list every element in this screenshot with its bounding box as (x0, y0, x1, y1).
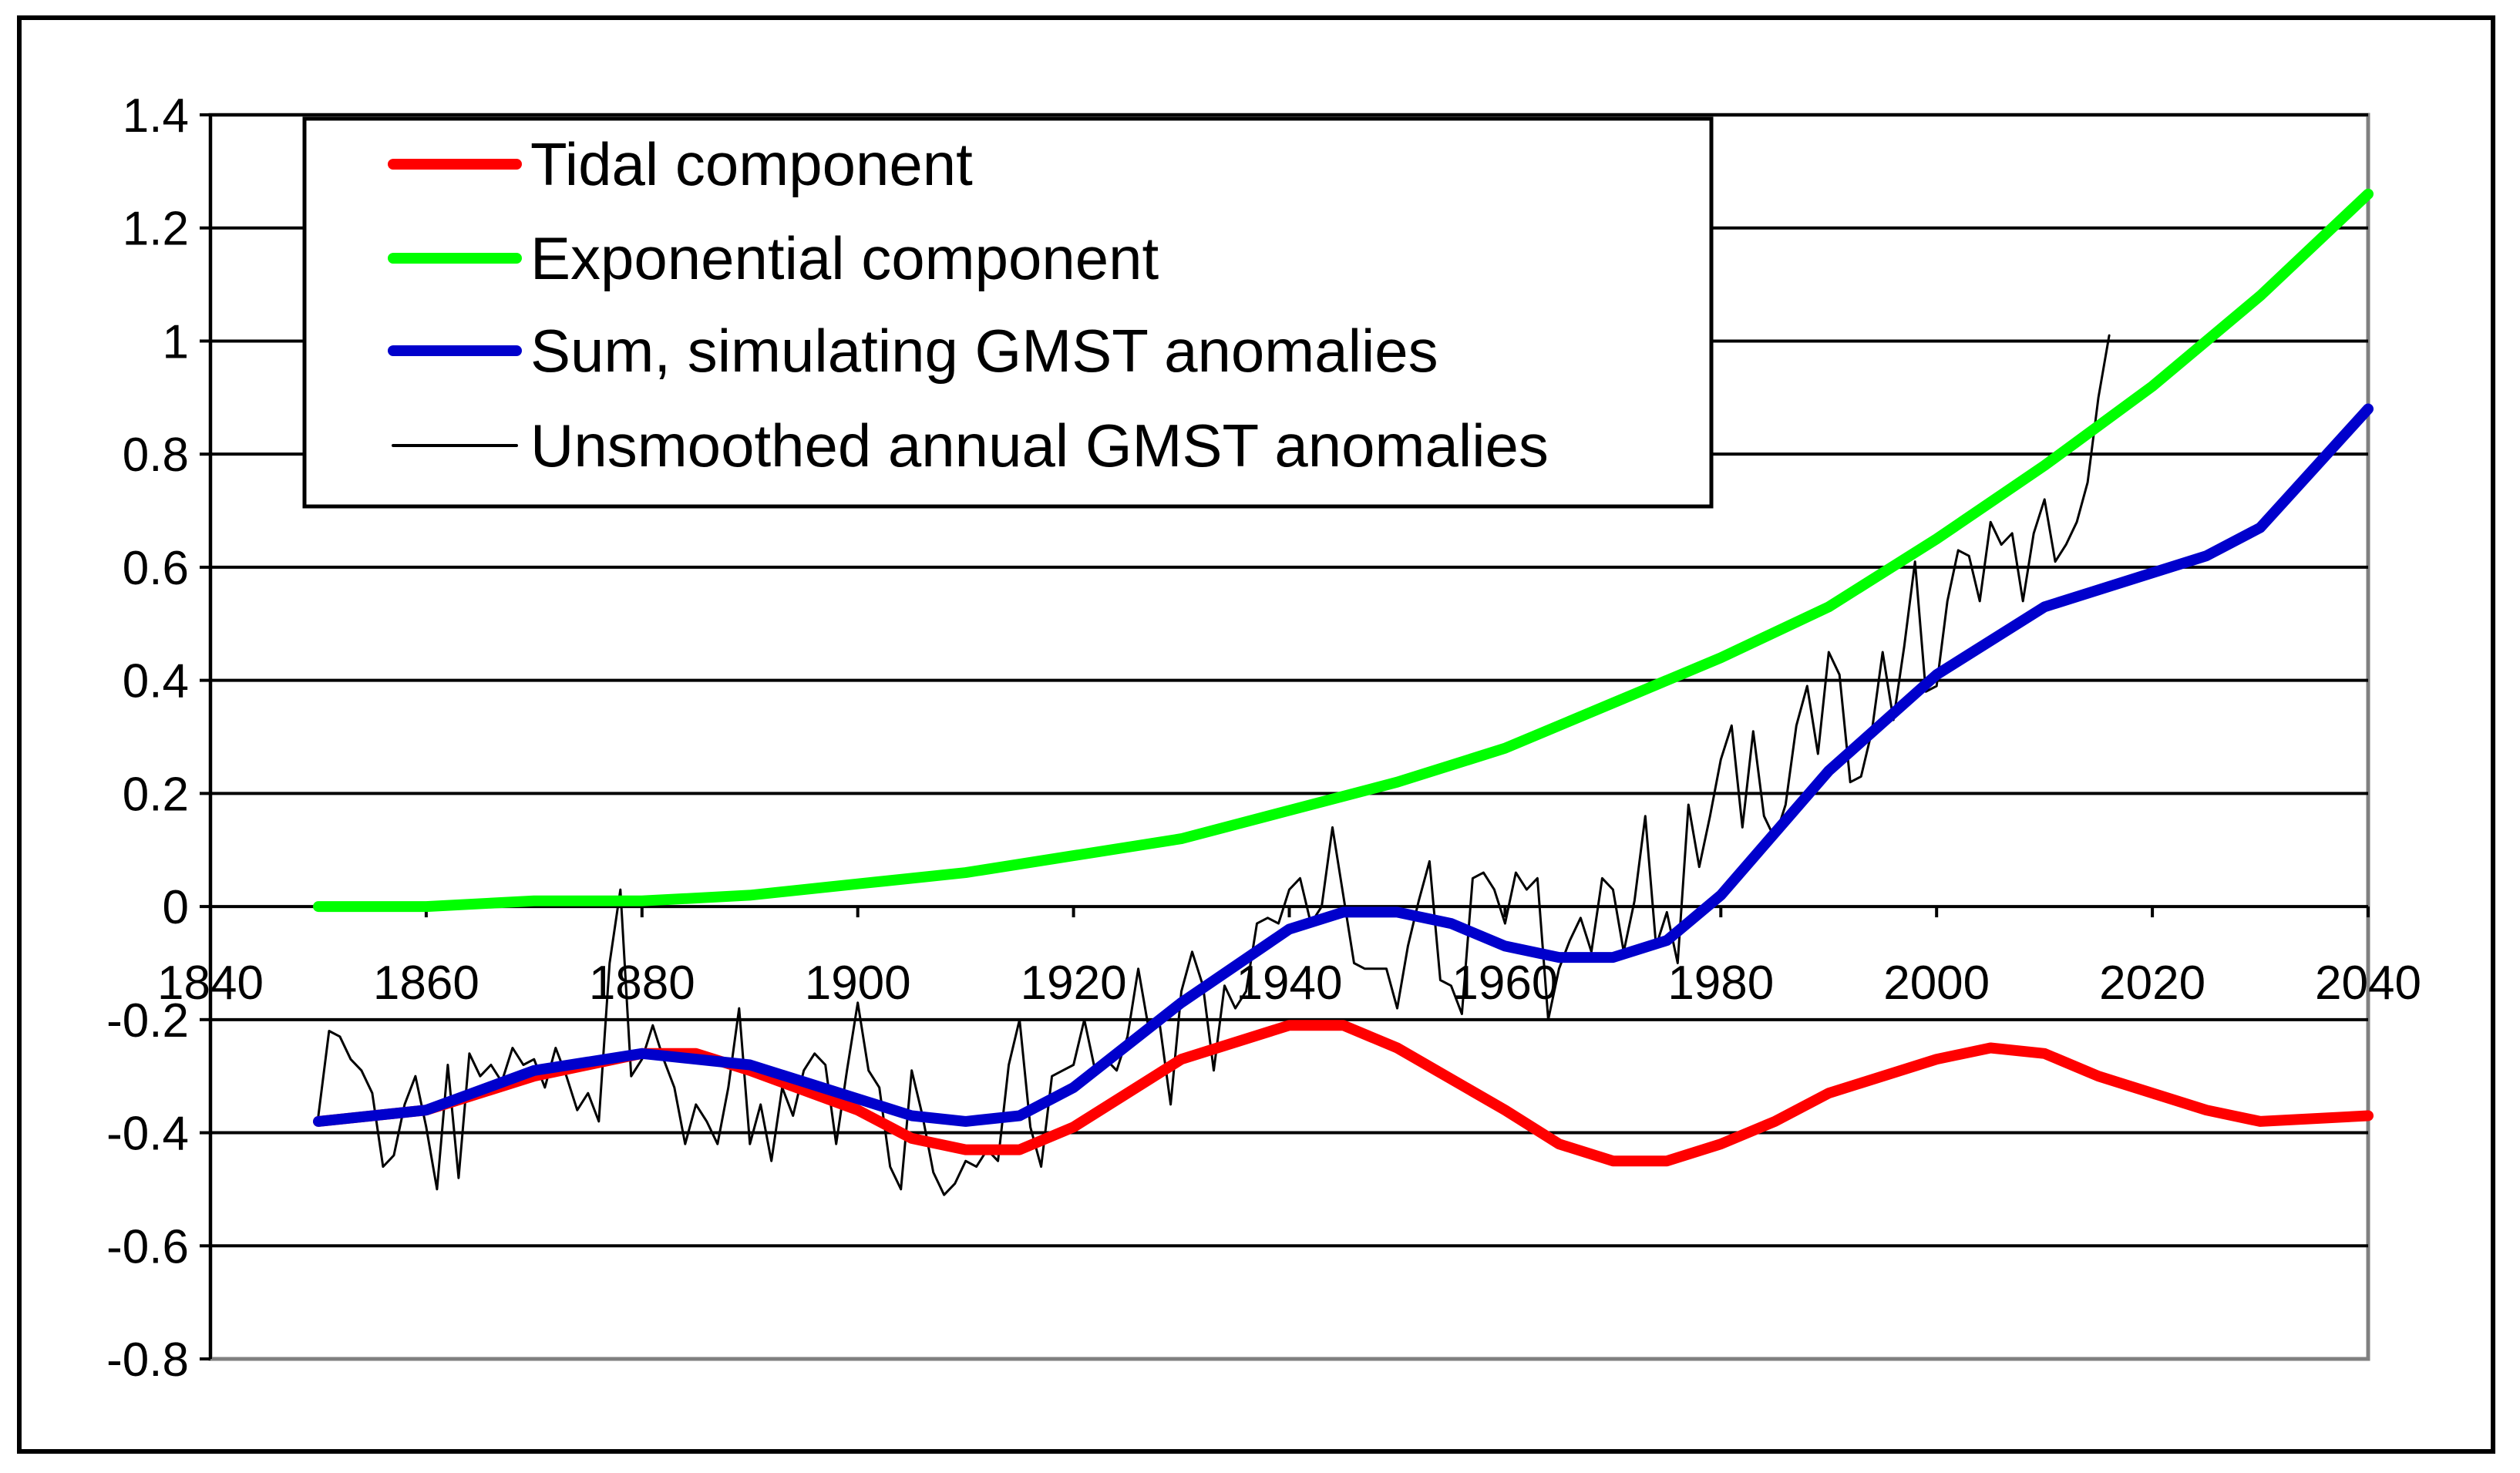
legend-label-sum: Sum, simulating GMST anomalies (530, 317, 1438, 385)
x-tick-label: 1940 (1236, 957, 1343, 1010)
x-tick-label: 1900 (805, 957, 911, 1010)
x-tick-label: 2020 (2099, 957, 2205, 1010)
series-line-exponential (313, 188, 2374, 913)
legend-label-exponential: Exponential component (530, 224, 1159, 292)
y-tick-label: 1 (163, 315, 189, 368)
x-tick-label: 1920 (1021, 957, 1127, 1010)
y-tick-label: -0.4 (106, 1108, 189, 1161)
y-tick-label: -0.8 (106, 1333, 189, 1387)
legend: Tidal component Exponential component Sum,… (302, 116, 1714, 509)
legend-label-unsmoothed: Unsmoothed annual GMST anomalies (530, 412, 1549, 479)
legend-box (302, 116, 1714, 509)
x-tick-label: 1860 (373, 957, 479, 1010)
y-tick-label: 0.8 (123, 429, 189, 482)
y-tick-label: -0.6 (106, 1220, 189, 1273)
series-line-sum (313, 403, 2374, 1127)
x-tick-label: 1880 (589, 957, 695, 1010)
x-tick-label: 2040 (2315, 957, 2421, 1010)
x-tick-label: 1980 (1667, 957, 1774, 1010)
legend-label-tidal: Tidal component (530, 130, 973, 198)
x-tick-label: 2000 (1883, 957, 1990, 1010)
legend-items: Tidal component Exponential component Sum,… (388, 130, 1549, 479)
y-tick-label: -0.2 (106, 994, 189, 1048)
x-tick-label: 1960 (1452, 957, 1558, 1010)
axes: 1.4 1.2 1 0.8 0.6 0.4 0.2 0 -0.2 -0.4 -0.6 -0.8 1840… (106, 89, 2421, 1387)
y-tick-label: 1.4 (123, 89, 189, 143)
y-tick-label: 1.2 (123, 203, 189, 256)
series-layer (313, 188, 2374, 1196)
y-tick-label: 0.4 (123, 655, 189, 708)
y-tick-label: 0 (163, 881, 189, 934)
x-tick-label: 1840 (157, 957, 264, 1010)
series-line-unsmoothed (317, 334, 2111, 1196)
y-tick-label: 0.6 (123, 542, 189, 595)
y-tick-label: 0.2 (123, 768, 189, 821)
